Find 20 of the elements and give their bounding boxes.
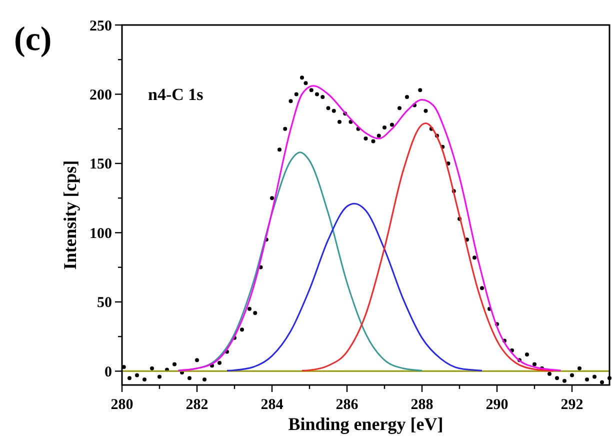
x-tick-label: 286 — [336, 397, 359, 413]
x-axis-title: Binding energy [eV] — [288, 414, 444, 434]
x-tick-label: 282 — [186, 397, 208, 413]
x-tick-label: 280 — [110, 397, 134, 413]
y-tick-label: 250 — [90, 18, 112, 34]
x-tick-label: 290 — [486, 397, 508, 413]
line-series — [178, 152, 423, 372]
y-tick-label: 200 — [90, 87, 112, 104]
y-axis-title: Intensity [cps] — [60, 160, 80, 270]
y-tick-label: 0 — [104, 364, 112, 380]
line-series — [301, 122, 554, 372]
x-tick-label: 284 — [260, 397, 284, 413]
y-tick-label: 50 — [97, 295, 112, 312]
chart-title: (c) — [14, 21, 52, 58]
x-tick-label: 288 — [410, 397, 434, 413]
line-series — [226, 202, 483, 372]
y-tick-label: 150 — [90, 156, 112, 173]
annotation: n4-C 1s — [148, 85, 204, 104]
y-tick-label: 100 — [90, 226, 112, 242]
x-tick-label: 292 — [560, 397, 584, 413]
